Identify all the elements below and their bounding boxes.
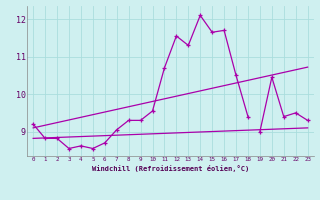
X-axis label: Windchill (Refroidissement éolien,°C): Windchill (Refroidissement éolien,°C) — [92, 165, 249, 172]
